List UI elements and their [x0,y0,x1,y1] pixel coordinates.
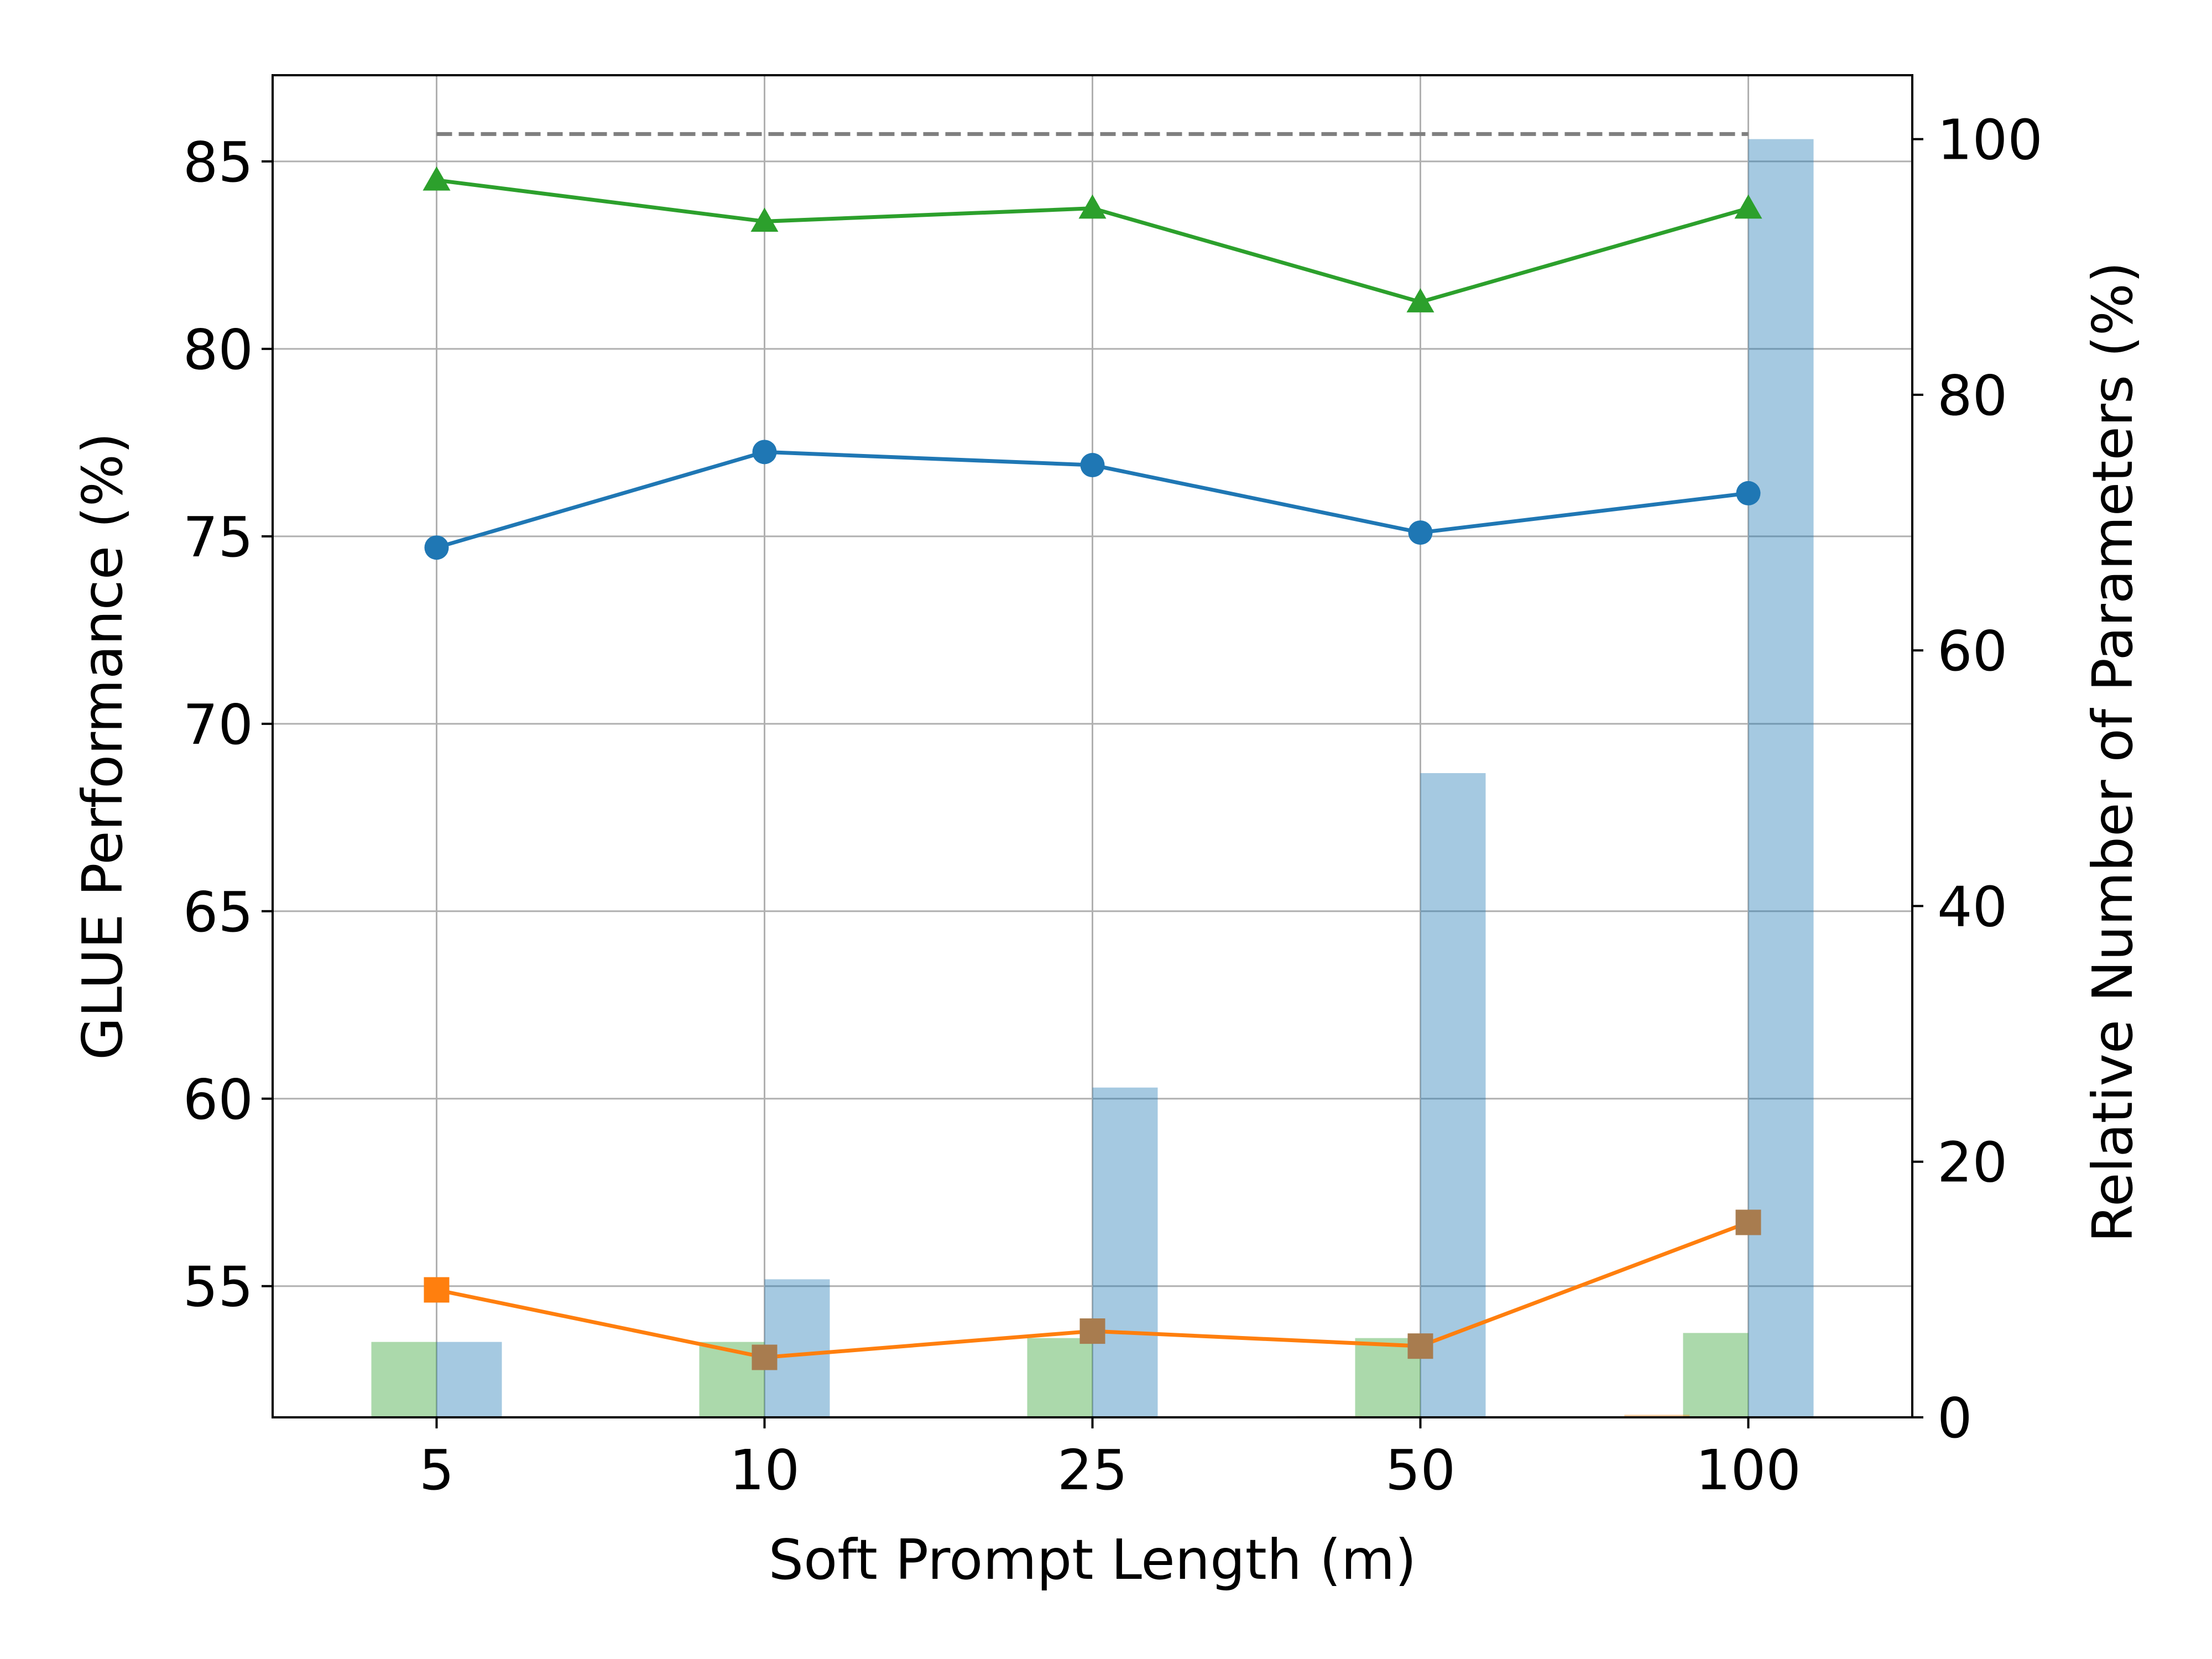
y-axis-label-right: Relative Number of Parameters (%) [2080,262,2145,1243]
x-axis-label: Soft Prompt Length (m) [769,1527,1417,1592]
x-tick-label: 100 [1695,1438,1801,1503]
bar [1027,1338,1093,1417]
y-tick-label-right: 80 [1937,363,2007,428]
bar [1683,1333,1749,1417]
bars [371,139,1814,1417]
bar [1092,1087,1158,1417]
data-point-triangle [750,207,779,232]
data-point-triangle [1406,288,1434,312]
data-point-circle [1736,481,1761,505]
data-point-triangle [422,166,451,191]
data-point-circle [1080,453,1105,478]
y-tick-label-right: 100 [1937,108,2043,173]
data-point-circle [424,535,449,560]
x-tick-label: 10 [729,1438,800,1503]
data-point-triangle [1734,194,1762,219]
x-tick-label: 5 [419,1438,455,1503]
data-point-square [752,1344,778,1370]
y-tick-label-left: 60 [183,1067,253,1132]
y-tick-label-right: 20 [1937,1130,2007,1195]
bar [1748,139,1814,1417]
x-tick-label: 25 [1057,1438,1128,1503]
y-tick-label-left: 65 [183,880,253,945]
y-tick-label-right: 60 [1937,619,2007,684]
y-tick-label-left: 70 [183,692,253,757]
data-point-circle [1408,520,1433,545]
data-point-triangle [1078,194,1107,219]
data-point-square [1079,1318,1105,1344]
x-tick-label: 50 [1385,1438,1455,1503]
bar [371,1342,437,1417]
markers [422,166,1762,1370]
data-point-square [1407,1333,1433,1359]
data-point-square [1735,1209,1761,1235]
y-tick-label-left: 55 [183,1255,253,1319]
y-tick-label-left: 75 [183,505,253,570]
grid [273,75,1912,1417]
y-tick-label-right: 40 [1937,874,2007,939]
y-tick-label-left: 85 [183,130,253,195]
data-point-circle [752,440,777,465]
ticks: 5 10 25 50 100 55 60 65 70 75 80 85 0 20 40 60 80 100 [183,108,2043,1503]
bar [1420,773,1486,1417]
bar [1624,1415,1690,1417]
data-point-square [424,1277,450,1303]
y-axis-label-left: GLUE Performance (%) [70,432,135,1060]
y-tick-label-right: 0 [1937,1386,1973,1451]
y-tick-label-left: 80 [183,317,253,382]
bar [436,1342,502,1417]
